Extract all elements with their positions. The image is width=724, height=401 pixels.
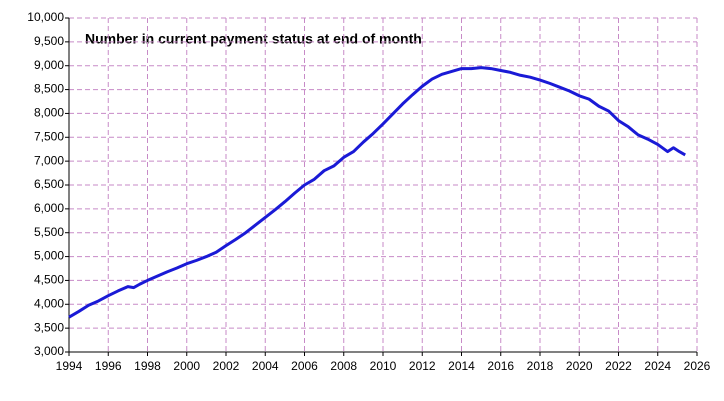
x-tick-label: 1996 xyxy=(95,359,122,373)
x-tick-label: 2026 xyxy=(684,359,711,373)
y-tick-label: 6,500 xyxy=(34,177,64,191)
y-tick-label: 9,500 xyxy=(34,34,64,48)
x-tick-label: 1994 xyxy=(56,359,83,373)
x-tick-label: 2004 xyxy=(252,359,279,373)
x-tick-label: 1998 xyxy=(134,359,161,373)
y-tick-label: 3,500 xyxy=(34,320,64,334)
x-tick-label: 2022 xyxy=(605,359,632,373)
x-tick-label: 2002 xyxy=(213,359,240,373)
x-tick-label: 2020 xyxy=(566,359,593,373)
x-tick-label: 2012 xyxy=(409,359,436,373)
y-tick-label: 8,000 xyxy=(34,106,64,120)
x-tick-label: 2024 xyxy=(644,359,671,373)
chart-title: Number in current payment status at end … xyxy=(85,31,422,47)
x-tick-label: 2010 xyxy=(370,359,397,373)
x-tick-label: 2000 xyxy=(173,359,200,373)
x-tick-label: 2006 xyxy=(291,359,318,373)
y-tick-label: 6,000 xyxy=(34,201,64,215)
y-tick-label: 3,000 xyxy=(34,344,64,358)
y-tick-label: 4,500 xyxy=(34,273,64,287)
y-tick-label: 10,000 xyxy=(27,10,64,24)
y-tick-label: 7,500 xyxy=(34,129,64,143)
x-tick-label: 2018 xyxy=(527,359,554,373)
data-line xyxy=(68,66,686,319)
y-tick-label: 5,000 xyxy=(34,249,64,263)
y-tick-label: 7,000 xyxy=(34,153,64,167)
y-tick-label: 8,500 xyxy=(34,82,64,96)
y-tick-label: 9,000 xyxy=(34,58,64,72)
x-tick-label: 2014 xyxy=(448,359,475,373)
y-tick-label: 4,000 xyxy=(34,296,64,310)
x-tick-label: 2016 xyxy=(487,359,514,373)
x-tick-label: 2008 xyxy=(330,359,357,373)
y-tick-label: 5,500 xyxy=(34,225,64,239)
